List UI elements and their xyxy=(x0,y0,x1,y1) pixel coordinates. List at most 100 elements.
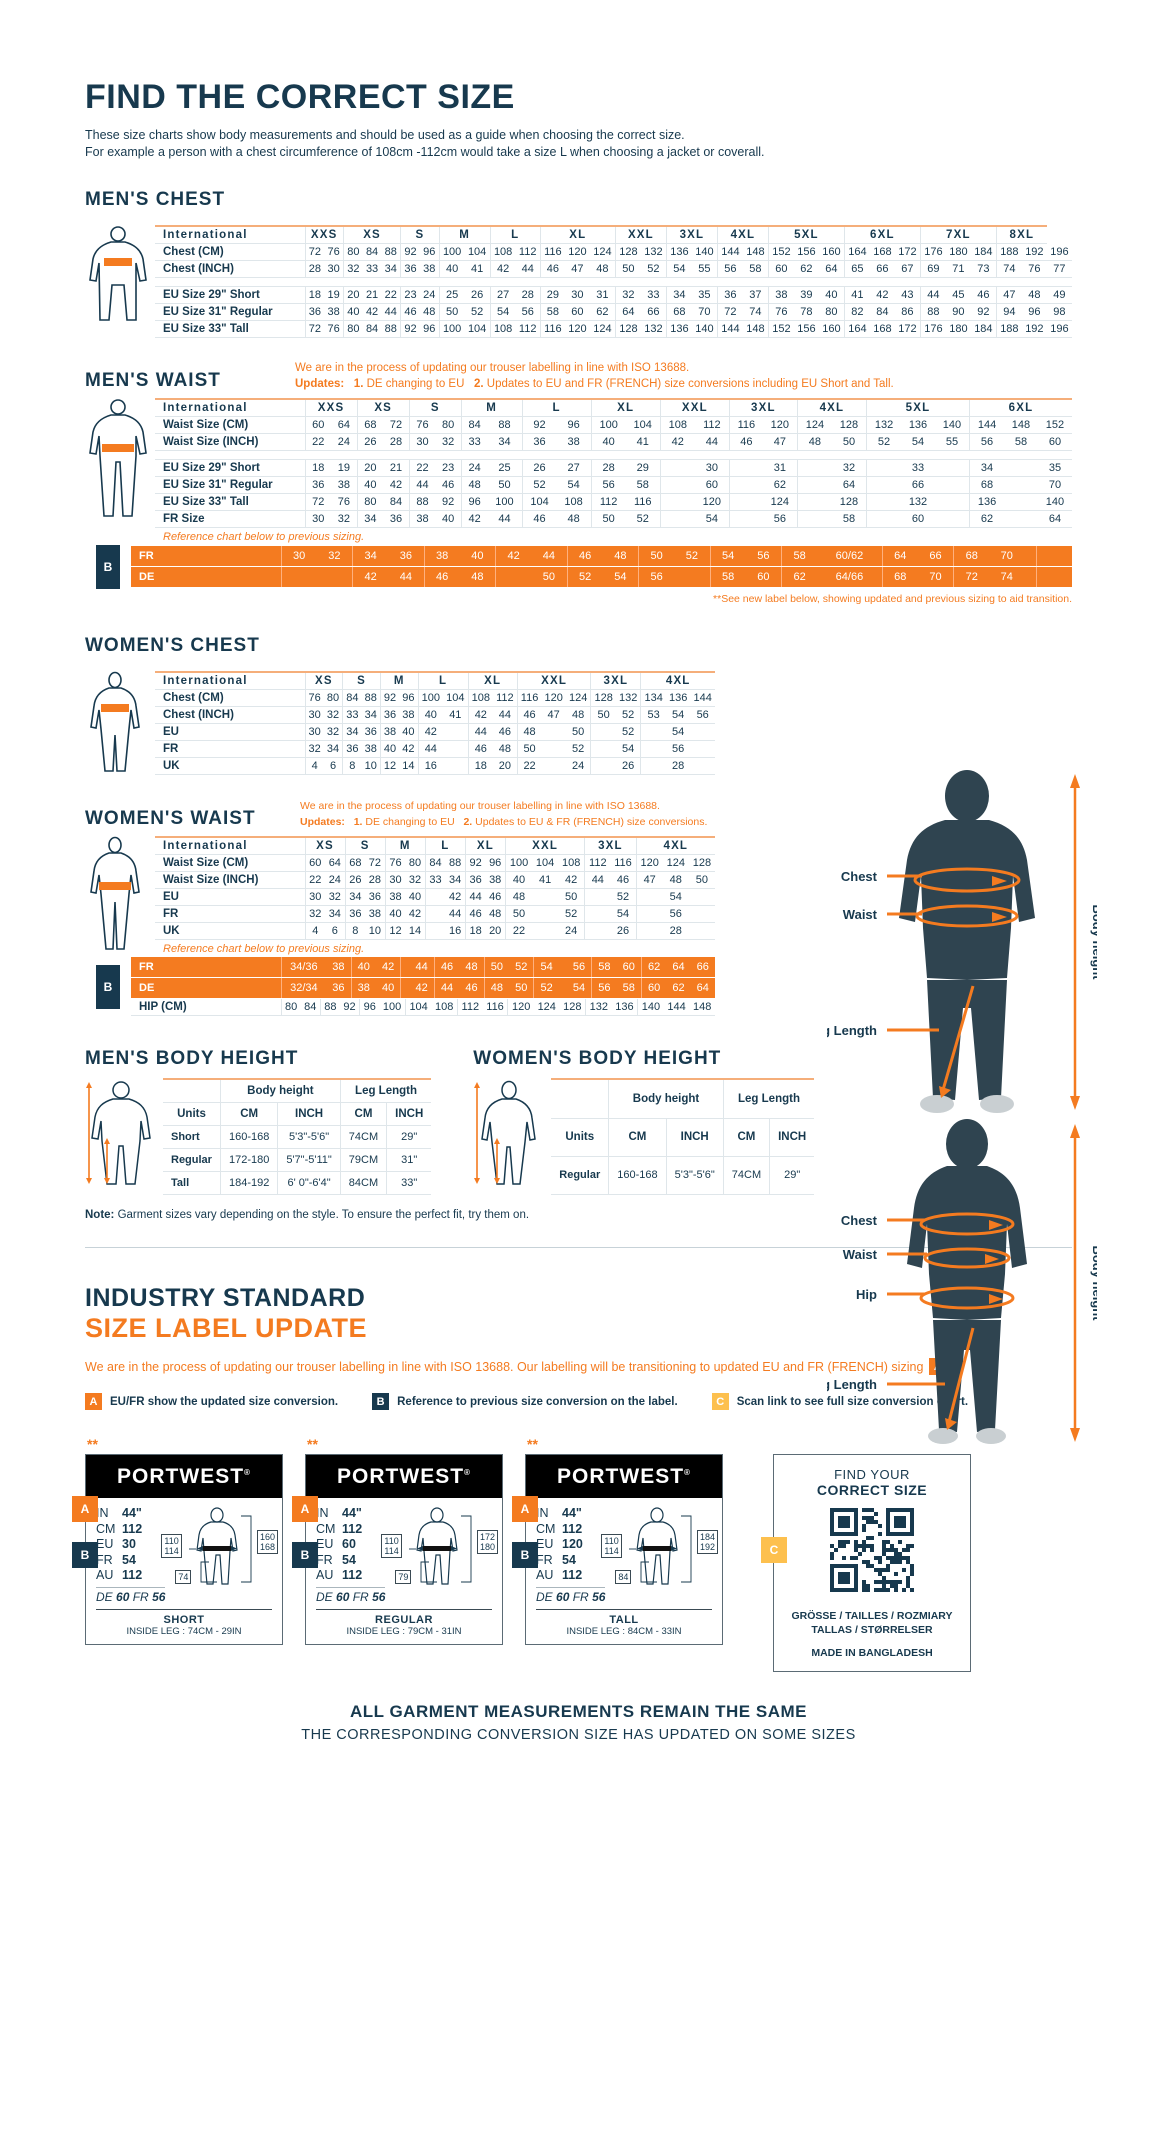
mens-waist-reference-row: B FR 30 32 34 36 38 40 42 44 46 48 50 52 54 56 58 60/62 6… xyxy=(85,545,1072,589)
table-cell: 47 xyxy=(564,260,590,278)
reference-cell xyxy=(558,957,567,978)
table-cell: 6 xyxy=(325,922,346,940)
table-cell: 20 xyxy=(356,459,384,477)
table-cell: 192 xyxy=(1021,320,1047,338)
table-cell: 120 xyxy=(635,854,663,872)
reference-row: FR 30 32 34 36 38 40 42 44 46 48 50 52 54 56 58 60/62 64 6… xyxy=(131,546,1072,567)
table-cell: 148 xyxy=(742,243,769,261)
table-cell: 28 xyxy=(662,922,689,940)
table-cell: 52 xyxy=(610,888,637,906)
reference-cell: 56 xyxy=(591,977,617,999)
table-cell: 76 xyxy=(324,243,344,261)
table-cell: 52 xyxy=(565,740,591,758)
table-cell: 38 xyxy=(419,260,440,278)
table-cell: 46 xyxy=(728,433,763,451)
table-row: Waist Size (INCH) 22 24 26 28 30 32 33 34 36 38 40 4… xyxy=(155,433,1072,451)
womens-chest-figure xyxy=(85,671,155,776)
row-label: Tall xyxy=(163,1171,221,1195)
table-cell: 144 xyxy=(716,243,743,261)
table-cell: 176 xyxy=(919,320,946,338)
label-spec-list: IN 44" CM 112 EU 60 FR 54 AU 112 DE 60 FR 56 xyxy=(316,1506,386,1605)
col-header: INCH xyxy=(386,1102,432,1127)
qr-code-wrapper[interactable] xyxy=(784,1508,960,1597)
womens-hip-table: HIP (CM) 80 84 88 92 96 100 104 108 112 116 120 124 1… xyxy=(131,999,715,1016)
table-cell: 21 xyxy=(362,286,382,304)
table-cell: 34 xyxy=(344,888,366,906)
spec-value: 112 xyxy=(122,1521,143,1536)
spec-key: CM xyxy=(96,1521,116,1536)
spec-key: IN xyxy=(96,1506,109,1520)
size-col: 5XL xyxy=(767,225,845,244)
table-cell xyxy=(424,888,446,906)
table-cell: 42 xyxy=(467,706,494,724)
table-cell: 116 xyxy=(539,243,565,261)
table-cell: 31" xyxy=(386,1148,432,1172)
table-cell: 80 xyxy=(342,243,363,261)
table-cell: 80 xyxy=(280,999,301,1016)
spec-key: IN xyxy=(316,1506,329,1520)
table-cell: 180 xyxy=(945,320,971,338)
table-cell: 92 xyxy=(435,493,462,511)
prev-de-value: 60 xyxy=(556,1589,570,1604)
footer-line-1: ALL GARMENT MEASUREMENTS REMAIN THE SAME xyxy=(350,1702,807,1721)
table-cell: 132 xyxy=(585,999,612,1016)
reference-cell: 50 xyxy=(638,546,675,567)
table-cell: 136 xyxy=(665,243,692,261)
legend-text-b: Reference to previous size conversion on… xyxy=(397,1395,678,1408)
table-cell: 27 xyxy=(489,286,516,304)
size-col: 6XL xyxy=(843,225,921,244)
mens-waist-ref-table: FR 30 32 34 36 38 40 42 44 46 48 50 52 54 56 58 60/62 64 6… xyxy=(131,546,1072,588)
table-cell: 84CM xyxy=(339,1171,387,1195)
table-cell: 33 xyxy=(460,433,488,451)
table-cell xyxy=(424,905,446,923)
womens-chest-block: International XS S M L XL XXL 3XL 4XL Ch… xyxy=(85,671,715,776)
table-cell: 30 xyxy=(304,510,332,528)
table-cell: 46 xyxy=(467,740,494,758)
spec-value: 44" xyxy=(342,1506,362,1520)
table-cell: 136 xyxy=(968,493,1005,511)
table-cell: 100 xyxy=(590,416,626,434)
table-cell: 25 xyxy=(438,286,465,304)
inside-leg-text: INSIDE LEG : 74CM - 29IN xyxy=(126,1626,242,1637)
table-cell: 36 xyxy=(344,905,366,923)
table-cell xyxy=(1004,510,1038,528)
table-cell: 50 xyxy=(688,871,715,889)
legend-item-a: A EU/FR show the updated size conversion… xyxy=(85,1393,338,1410)
reference-cell: 52 xyxy=(533,977,559,999)
note-updates-label: Updates: xyxy=(300,816,345,828)
qr-code-icon[interactable] xyxy=(830,1508,914,1592)
table-cell: 196 xyxy=(1046,320,1072,338)
table-cell: 23 xyxy=(400,286,420,304)
leg-length-box: 84 xyxy=(615,1570,632,1584)
table-header-row: International XS S M L XL XXL 3XL 4XL xyxy=(155,836,715,855)
table-cell: 54 xyxy=(610,905,637,923)
table-cell: 112 xyxy=(694,416,730,434)
reference-cell xyxy=(1060,546,1072,567)
table-cell xyxy=(443,757,469,775)
spec-value: 112 xyxy=(342,1568,363,1582)
womens-waist-block: International XS S M L XL XXL 3XL 4XL Wa… xyxy=(85,836,715,957)
table-cell xyxy=(659,459,695,477)
table-cell: 144 xyxy=(716,320,743,338)
table-row: EU 30 32 34 36 38 40 42 44 46 48 50 52 54 xyxy=(155,888,715,906)
portwest-logo: PORTWEST® xyxy=(557,1465,691,1488)
table-cell: 62 xyxy=(968,510,1005,528)
table-cell: 120 xyxy=(507,999,534,1016)
table-cell: 50 xyxy=(438,303,465,321)
table-cell: 32 xyxy=(614,286,641,304)
reference-cell xyxy=(1036,546,1049,567)
table-cell: 132 xyxy=(640,243,667,261)
table-cell: 132 xyxy=(615,689,641,707)
reference-cell: 58 xyxy=(591,957,617,978)
table-cell: 44 xyxy=(487,510,522,528)
table-row: FR 32 34 36 38 40 42 44 46 48 50 52 54 56 xyxy=(155,905,715,923)
table-cell: 58 xyxy=(625,476,661,494)
reference-cell xyxy=(1036,566,1049,588)
height-range-box: 172 180 xyxy=(476,1530,498,1554)
qr-title-line-1: FIND YOUR xyxy=(834,1467,910,1482)
reference-row-label: FR xyxy=(131,957,281,978)
prev-de-label: DE xyxy=(96,1589,113,1604)
table-cell: 46 xyxy=(400,303,420,321)
size-col: M xyxy=(460,398,522,417)
table-cell: 80 xyxy=(818,303,845,321)
